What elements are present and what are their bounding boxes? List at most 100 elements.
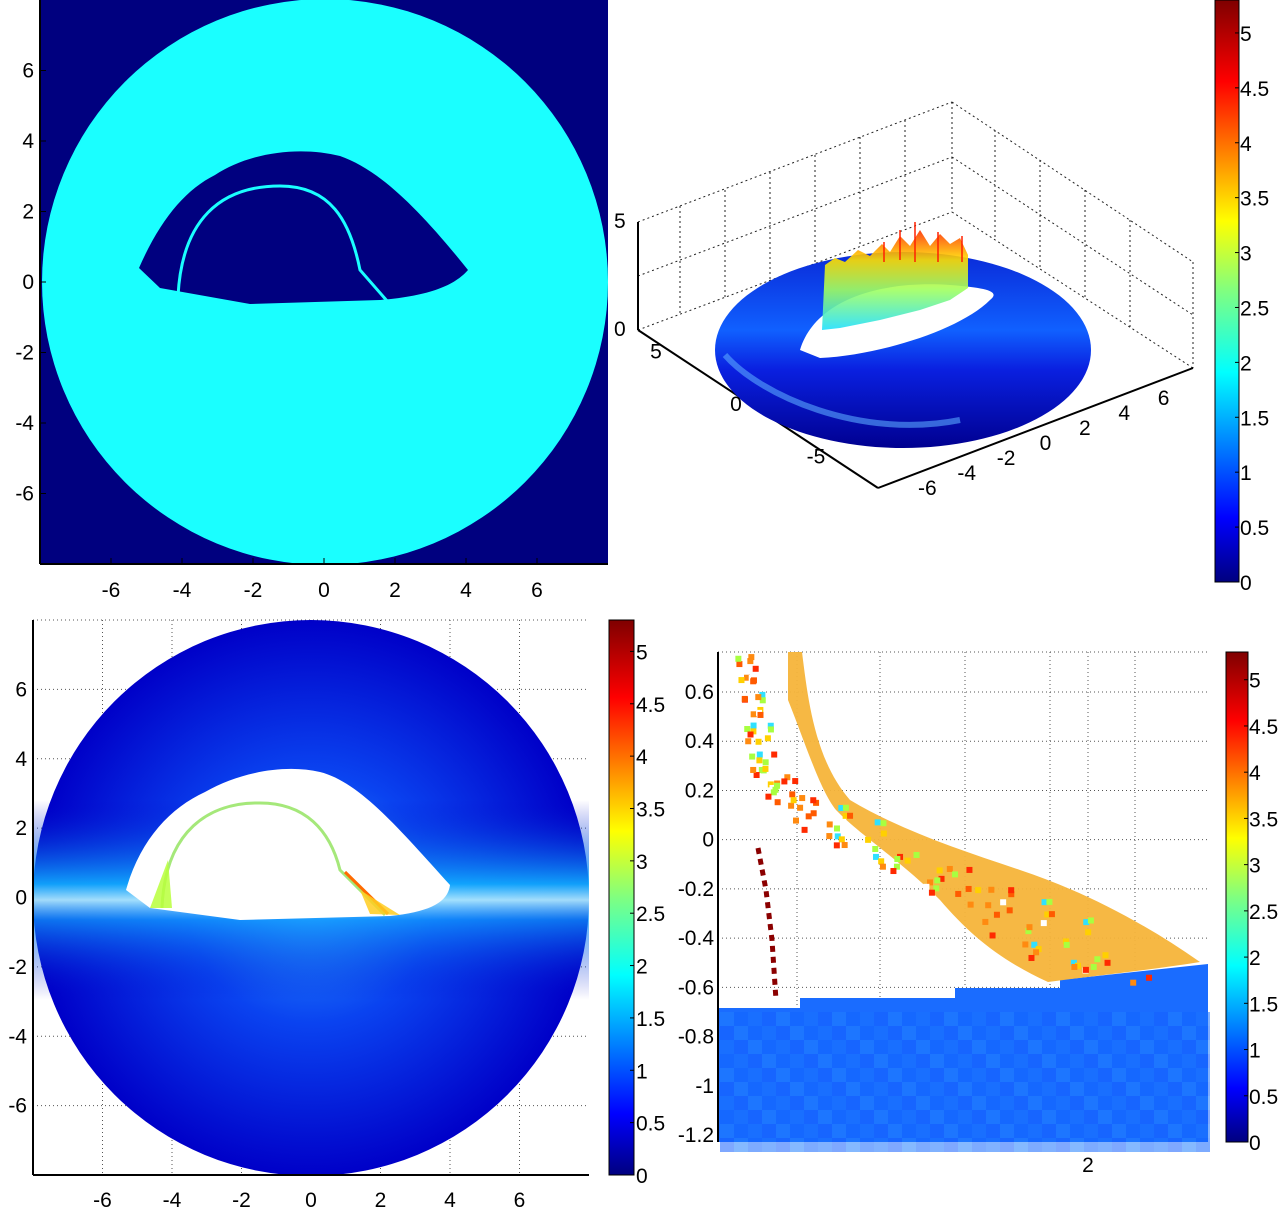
br-floor-cell [776, 1138, 790, 1152]
br-floor-cell [734, 1110, 748, 1124]
br-floor-cell [972, 1040, 986, 1054]
br-band-cell [1071, 963, 1078, 970]
br-floor-cell [762, 1054, 776, 1068]
tr-colorbar-tick-label: 5 [1240, 23, 1252, 46]
br-floor-cell [1000, 1026, 1014, 1040]
br-floor-cell [762, 1110, 776, 1124]
br-floor-cell [1056, 1040, 1070, 1054]
br-floor-cell [846, 1012, 860, 1026]
panel-bottom-right: 2 0.6 0.4 0.2 0 -0.2 -0.4 -0.6 -0.8 -1 -1.2 [678, 651, 1210, 1177]
br-floor-cell [748, 1110, 762, 1124]
br-floor-cell [748, 1096, 762, 1110]
br-floor-cell [874, 1068, 888, 1082]
tr-spikes [822, 230, 968, 330]
br-floor-cell [874, 1026, 888, 1040]
br-floor-cell [1126, 1026, 1140, 1040]
br-floor-cell [986, 1026, 1000, 1040]
br-floor-cell [846, 1068, 860, 1082]
br-floor-cell [902, 1040, 916, 1054]
tr-colorbar-tick-label: 2 [1240, 352, 1252, 375]
tl-y-tick-label: 6 [22, 60, 34, 83]
br-floor-cell [1056, 1096, 1070, 1110]
br-band-cell [748, 654, 755, 661]
br-floor-cell [902, 1012, 916, 1026]
br-floor-cells [720, 1012, 1210, 1152]
br-floor-cell [776, 1110, 790, 1124]
tr-x-tick-label: -6 [918, 477, 937, 500]
br-band-cell [759, 697, 766, 704]
tr-spike-lines [883, 222, 963, 262]
tl-hole [139, 151, 468, 304]
br-floor-cell [748, 1082, 762, 1096]
br-band-cell [936, 867, 943, 874]
br-floor-cell [1112, 1054, 1126, 1068]
br-band-cell [772, 786, 779, 793]
bl-colorbar: 5 4.5 4 3.5 3 2.5 2 1.5 1 0.5 0 [608, 619, 665, 1188]
br-floor-cell [916, 1012, 930, 1026]
br-floor-cell [1014, 1068, 1028, 1082]
br-floor-cell [790, 1110, 804, 1124]
br-floor-cell [1028, 1110, 1042, 1124]
br-floor-cell [1182, 1138, 1196, 1152]
br-floor-cell [930, 1124, 944, 1138]
br-floor-cell [790, 1026, 804, 1040]
br-band-cell [1102, 952, 1109, 959]
br-floor-cell [1000, 1068, 1014, 1082]
tr-colorbar-bar [1214, 0, 1240, 583]
br-band-cell [1087, 917, 1094, 924]
br-floor-cell [958, 1138, 972, 1152]
br-band-cell [879, 863, 886, 870]
br-band-cell [1041, 899, 1048, 906]
br-floor-cell [1042, 1054, 1056, 1068]
br-floor-cell [902, 1082, 916, 1096]
br-floor-cell [958, 1054, 972, 1068]
br-floor-cell [832, 1040, 846, 1054]
br-floor-cell [986, 1068, 1000, 1082]
tr-y-tick-label: 0 [730, 393, 742, 416]
br-floor-cell [860, 1096, 874, 1110]
br-floor-cell [902, 1124, 916, 1138]
br-band-cell [750, 677, 757, 684]
tr-colorbar-tick-label: 1.5 [1240, 407, 1269, 430]
br-band-cell [1104, 959, 1111, 966]
tr-torus-surface [715, 252, 1091, 448]
br-floor-cell [958, 1110, 972, 1124]
br-floor-cell [1042, 1096, 1056, 1110]
br-floor-cell [1196, 1012, 1210, 1026]
br-floor-cell [944, 1026, 958, 1040]
br-floor-cell [734, 1026, 748, 1040]
br-floor-cell [1042, 1138, 1056, 1152]
br-band-cell [874, 819, 881, 826]
br-floor-cell [958, 1124, 972, 1138]
br-floor-cell [1182, 1124, 1196, 1138]
br-band-cell [769, 784, 776, 791]
br-band-cell [790, 797, 797, 804]
bl-x-tick-label: -4 [163, 1189, 182, 1212]
br-band-cell [880, 830, 887, 837]
br-floor-cell [1084, 1068, 1098, 1082]
bl-y-tick-label: -2 [8, 956, 27, 979]
br-floor-cell [1070, 1068, 1084, 1082]
br-floor-cell [748, 1124, 762, 1138]
br-floor-cell [944, 1110, 958, 1124]
br-floor-cell [762, 1096, 776, 1110]
br-band-cell [847, 812, 854, 819]
br-floor-cell [1140, 1138, 1154, 1152]
br-floor-cell [916, 1082, 930, 1096]
tr-colorbar-tick-label: 0.5 [1240, 517, 1269, 540]
br-floor-cell [1126, 1124, 1140, 1138]
br-band-cell [1033, 949, 1040, 956]
br-band-cell [878, 858, 885, 865]
br-floor-cell [1140, 1110, 1154, 1124]
br-floor-cell [958, 1012, 972, 1026]
br-colorbar-ticks: 5 4.5 4 3.5 3 2.5 2 1.5 1 0.5 0 [1244, 670, 1278, 1155]
br-floor-cell [1028, 1026, 1042, 1040]
br-band-cell [755, 738, 762, 745]
br-floor-cell [916, 1026, 930, 1040]
br-band-cell [810, 810, 817, 817]
br-band-cell [952, 871, 959, 878]
br-floor-cell [1112, 1138, 1126, 1152]
br-colorbar-tick-label: 1.5 [1249, 993, 1278, 1016]
br-band-cell [750, 711, 757, 718]
bl-x-tick-label: -6 [93, 1189, 112, 1212]
